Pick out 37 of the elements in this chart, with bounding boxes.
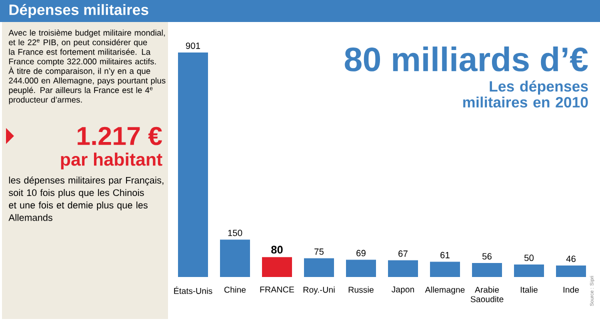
data-label: 67: [398, 250, 408, 257]
data-label: 46: [566, 256, 576, 262]
bar: [514, 264, 544, 277]
bar: [220, 240, 250, 277]
x-tick-label: Chine: [224, 286, 246, 293]
data-label: 75: [314, 248, 324, 255]
x-tick-label: FRANCE: [260, 286, 294, 293]
bar: [178, 52, 208, 277]
bar: [472, 263, 502, 277]
data-label: 80: [271, 246, 283, 254]
x-tick-label: États-Unis: [174, 286, 212, 294]
data-label: 150: [228, 230, 242, 236]
x-tick-label: Roy.-Uni: [304, 286, 335, 294]
chart-title: Dépenses militaires: [10, 4, 148, 18]
text: Avec le troisième budget militaire mondial, et le 22$^{e}$ PIB, on peut considérer que la France est fortement militarisée. La France compte 322.000 militaires actifs. À titre de comparaison, il n’y en a que 244.000 en Allemagne, pays pourtant plus peuplé. Par ailleurs la France est le 4$^{e}$ producteur d’armes.: [8, 30, 166, 104]
data-label: 50: [524, 254, 534, 262]
x-tick-label: Italie: [520, 286, 538, 293]
text: les dépenses militaires par Français, soit 10 fois plus que les Chinois et une fois et demie plus que les Allemands: [8, 176, 164, 221]
x-tick-label: Allemagne: [425, 286, 465, 294]
annotation: 80 milliards d’€: [344, 46, 588, 72]
bar: [388, 260, 418, 277]
annotation: Les dépenses militaires en 2010: [463, 80, 588, 108]
text: 1.217 €: [78, 126, 162, 146]
x-tick-label: Arabie Saoudite: [470, 286, 504, 302]
data-label: 901: [186, 42, 200, 49]
x-tick-label: Russie: [348, 286, 374, 293]
data-label: 56: [482, 253, 492, 260]
x-tick-label: Japon: [392, 286, 414, 294]
bar: [430, 262, 460, 277]
bar: [346, 260, 376, 277]
data-label: 61: [440, 252, 450, 258]
data-label: 69: [356, 250, 366, 256]
bar: [556, 266, 586, 277]
bar: [304, 258, 334, 277]
x-tick-label: Inde: [564, 286, 579, 293]
bar: [262, 257, 292, 277]
text: par habitant: [61, 152, 162, 170]
